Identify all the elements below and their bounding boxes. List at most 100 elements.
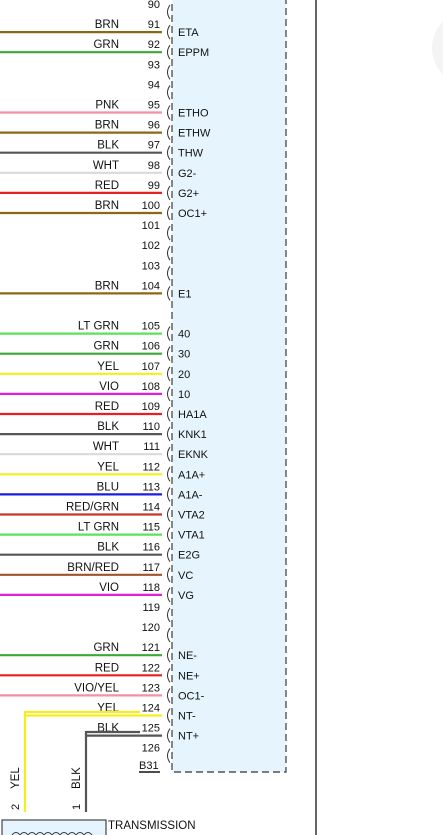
signal-label: NE+ (178, 670, 200, 682)
pin-number: 111 (143, 441, 160, 453)
wire-color-label: YEL (97, 461, 119, 473)
terminal-bracket (167, 4, 171, 20)
pin-number: 126 (142, 743, 160, 755)
pin-number: 110 (142, 421, 160, 433)
pin-number: 97 (148, 140, 160, 152)
signal-label: A1A- (178, 489, 203, 501)
terminal-bracket (167, 567, 171, 583)
pin-number: 100 (142, 200, 160, 212)
terminal-bracket (167, 627, 171, 643)
signal-label: VTA2 (178, 510, 205, 522)
pin-number: 98 (148, 160, 160, 172)
terminal-bracket (167, 607, 171, 623)
terminal-bracket (167, 487, 171, 502)
wire-color-label: LT GRN (78, 522, 119, 534)
wire-color-label: PNK (95, 100, 119, 112)
pin-number: 96 (148, 120, 160, 132)
pin-number: 92 (148, 39, 160, 51)
signal-label: 40 (178, 329, 190, 341)
terminal-bracket (167, 708, 171, 723)
pin-number: 108 (142, 381, 160, 393)
signal-label: ETHO (178, 108, 209, 120)
terminal-bracket (167, 507, 171, 522)
pin-number: 125 (142, 723, 160, 735)
terminal-bracket (167, 44, 171, 60)
wire-color-label: RED/GRN (66, 502, 119, 514)
wire-color-label: VIO/YEL (74, 682, 119, 694)
terminal-bracket (167, 688, 171, 703)
wire-color-label: WHT (93, 160, 119, 172)
pin-number: 114 (142, 502, 160, 514)
pin-number: 124 (142, 703, 160, 715)
signal-label: EKNK (178, 449, 209, 461)
wire-color-label: YEL (97, 361, 119, 373)
pin-number: 93 (148, 59, 160, 71)
signal-label: ETHW (178, 128, 211, 140)
pin-number: 99 (148, 180, 160, 192)
signal-label: NT- (178, 711, 196, 723)
pin-number: 109 (142, 401, 160, 413)
terminal-bracket (167, 426, 171, 442)
wire-color-label: BRN (95, 280, 119, 292)
terminal-bracket (167, 647, 171, 663)
wire-color-label: RED (95, 401, 119, 413)
terminal-bracket (167, 165, 171, 181)
wire-color-label: VIO (99, 582, 119, 594)
terminal-bracket (167, 185, 171, 201)
wire-color-label: WHT (93, 441, 119, 453)
pin-number: 95 (148, 100, 160, 112)
terminal-bracket (167, 205, 171, 221)
signal-label: G2- (178, 168, 197, 180)
pin-number: 117 (142, 562, 160, 574)
terminal-bracket (167, 85, 171, 100)
wire-color-label: BLK (97, 421, 119, 433)
signal-label: VG (178, 590, 194, 602)
terminal-bracket (167, 225, 171, 241)
terminal-bracket (167, 24, 171, 40)
terminal-bracket (167, 587, 171, 603)
terminal-bracket (167, 386, 171, 402)
transmission-wire-color-yel: YEL (10, 767, 22, 789)
wire-color-label: BLU (97, 481, 119, 493)
pin-number: 91 (148, 19, 160, 31)
terminal-bracket (167, 366, 171, 382)
wire-color-label: BLK (97, 542, 119, 554)
faint-circle-decoration (432, 21, 443, 75)
pin-number: 90 (148, 0, 160, 11)
transmission-connector-teeth (11, 832, 93, 835)
wire-color-label: GRN (93, 39, 119, 51)
signal-label: G2+ (178, 188, 199, 200)
pin-number: 94 (148, 79, 160, 91)
terminal-bracket (167, 286, 171, 301)
signal-label: VC (178, 570, 193, 582)
pin-number: 118 (142, 582, 160, 594)
pin-number: 105 (142, 321, 160, 333)
terminal-bracket (167, 65, 171, 80)
terminal-bracket (167, 467, 171, 482)
pin-number: 122 (142, 662, 160, 674)
terminal-bracket (167, 527, 171, 542)
pin-rows: 90 BRN 91 ETA GRN 92 EPPM 93 94 PNK 95 ETHO BRN 96 ETH… (0, 0, 211, 763)
transmission-label: TRANSMISSION (108, 820, 196, 832)
signal-label: A1A+ (178, 469, 205, 481)
pin-number: 107 (142, 361, 160, 373)
transmission-pin-1: 1 (71, 804, 83, 810)
wire-color-label: GRN (93, 642, 119, 654)
terminal-bracket (167, 406, 171, 422)
terminal-bracket (167, 728, 171, 743)
signal-label: EPPM (178, 47, 209, 59)
transmission-pin-2: 2 (10, 804, 22, 810)
signal-label: 30 (178, 349, 190, 361)
signal-label: E1 (178, 288, 191, 300)
pin-number: 103 (142, 260, 160, 272)
signal-label: KNK1 (178, 429, 207, 441)
terminal-bracket (167, 748, 171, 763)
signal-label: ETA (178, 27, 199, 39)
connector-body (171, 0, 287, 773)
signal-label: HA1A (178, 409, 207, 421)
wire-color-label: BRN/RED (67, 562, 119, 574)
terminal-bracket (167, 547, 171, 562)
signal-label: 20 (178, 369, 190, 381)
pin-number: 119 (142, 602, 160, 614)
